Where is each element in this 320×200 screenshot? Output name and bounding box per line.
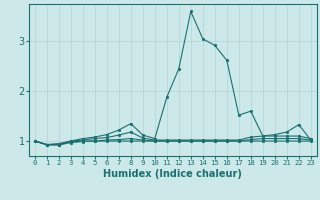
X-axis label: Humidex (Indice chaleur): Humidex (Indice chaleur) bbox=[103, 169, 242, 179]
